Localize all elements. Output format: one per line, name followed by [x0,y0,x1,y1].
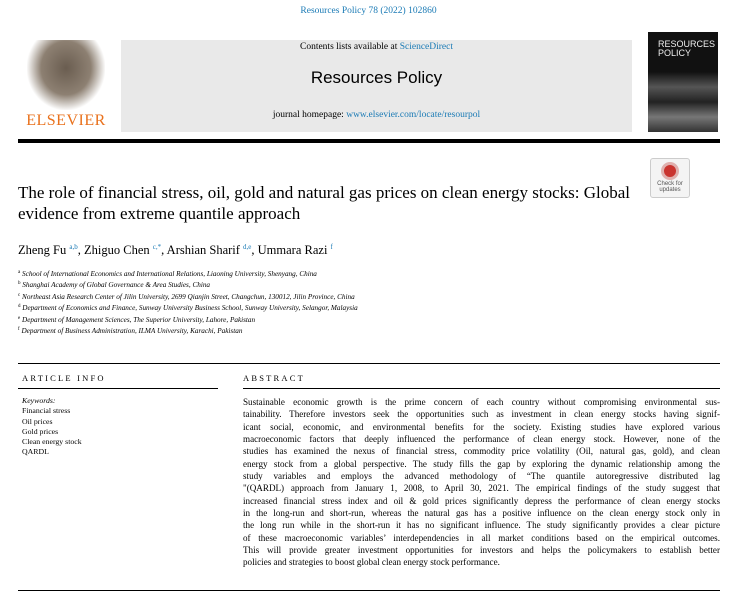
keyword: QARDL [22,447,49,457]
elsevier-wordmark: ELSEVIER [26,112,106,129]
section-divider [18,363,720,364]
check-updates-label: Check for updates [657,181,683,193]
abstract-line: "(QARDL) approach from January 1, 2008, … [243,483,720,494]
article-title: The role of financial stress, oil, gold … [18,183,630,223]
affiliation: d Department of Economics and Finance, S… [18,304,358,313]
abstract-text: Sustainable economic growth is the prime… [243,396,720,569]
abstract-line: the long run while in the short-run it h… [243,520,720,531]
citation-link[interactable]: Resources Policy 78 (2022) 102860 [300,6,437,16]
contents-prefix: Contents lists available at [299,42,400,52]
abstract-line: studies has examined the nexus of financ… [243,446,720,457]
check-updates-button[interactable]: Check for updates [650,158,690,198]
sciencedirect-link[interactable]: ScienceDirect [399,42,453,52]
abstract-line: of these macroeconomic variables’ interd… [243,532,720,543]
contents-line: Contents lists available at ScienceDirec… [121,42,632,52]
author-list: Zheng Fu a,b, Zhiguo Chen c,*, Arshian S… [18,243,333,257]
keywords-label: Keywords: [22,396,56,405]
cover-title: RESOURCES POLICY [658,39,716,58]
abstract-line: Sustainable economic growth is the prime… [243,397,720,407]
bookmark-icon [661,162,679,180]
affiliation: b Shanghai Academy of Global Governance … [18,281,211,290]
abstract-line: energy stock from a global perspective. … [243,458,720,469]
author[interactable]: Arshian Sharif d,e [166,243,252,257]
affiliation: c Northeast Asia Research Center of Jili… [18,292,355,301]
tree-logo-icon [27,40,105,110]
journal-header: Contents lists available at ScienceDirec… [121,40,632,132]
keywords: Keywords: Financial stress Oil prices Go… [22,396,82,458]
keyword: Financial stress [22,406,71,416]
header-divider [18,139,720,143]
article-info-heading: ARTICLE INFO [22,373,106,383]
author[interactable]: Zheng Fu a,b [18,243,78,257]
homepage-prefix: journal homepage: [272,110,347,120]
homepage-link[interactable]: www.elsevier.com/locate/resourpol [346,110,481,120]
author[interactable]: Ummara Razi f [257,243,333,257]
abstract-line: in the long-run and short-run, whereas t… [243,508,720,519]
elsevier-logo: ELSEVIER [18,40,114,132]
divider [18,388,218,389]
citation: Resources Policy 78 (2022) 102860 [0,6,737,16]
abstract-line: macroeconomic factors that deeply influe… [243,434,720,445]
abstract-line: increased financial stress index and oil… [243,495,720,506]
abstract-line: tainability. Therefore investors seek th… [243,409,720,420]
affiliations: a School of International Economics and … [18,268,358,336]
abstract-line: study variables and employs the advanced… [243,471,720,482]
footer-divider [18,590,720,591]
keyword: Gold prices [22,426,59,436]
abstract-heading: ABSTRACT [243,373,305,383]
abstract-line: This will provide greater investment opp… [243,545,720,556]
keyword: Clean energy stock [22,437,82,447]
abstract-line: policies and strategies to boost global … [243,557,500,568]
affiliation: e Department of Management Sciences, The… [18,315,256,324]
author[interactable]: Zhiguo Chen c,* [84,243,162,257]
abstract-line: icant social, economic, and environmenta… [243,421,720,432]
journal-cover: RESOURCES POLICY [648,32,718,132]
keyword: Oil prices [22,416,53,426]
divider [243,388,720,389]
journal-title: Resources Policy [310,68,443,87]
homepage-line: journal homepage: www.elsevier.com/locat… [121,110,632,120]
affiliation: f Department of Business Administration,… [18,327,243,336]
affiliation: a School of International Economics and … [18,270,317,278]
